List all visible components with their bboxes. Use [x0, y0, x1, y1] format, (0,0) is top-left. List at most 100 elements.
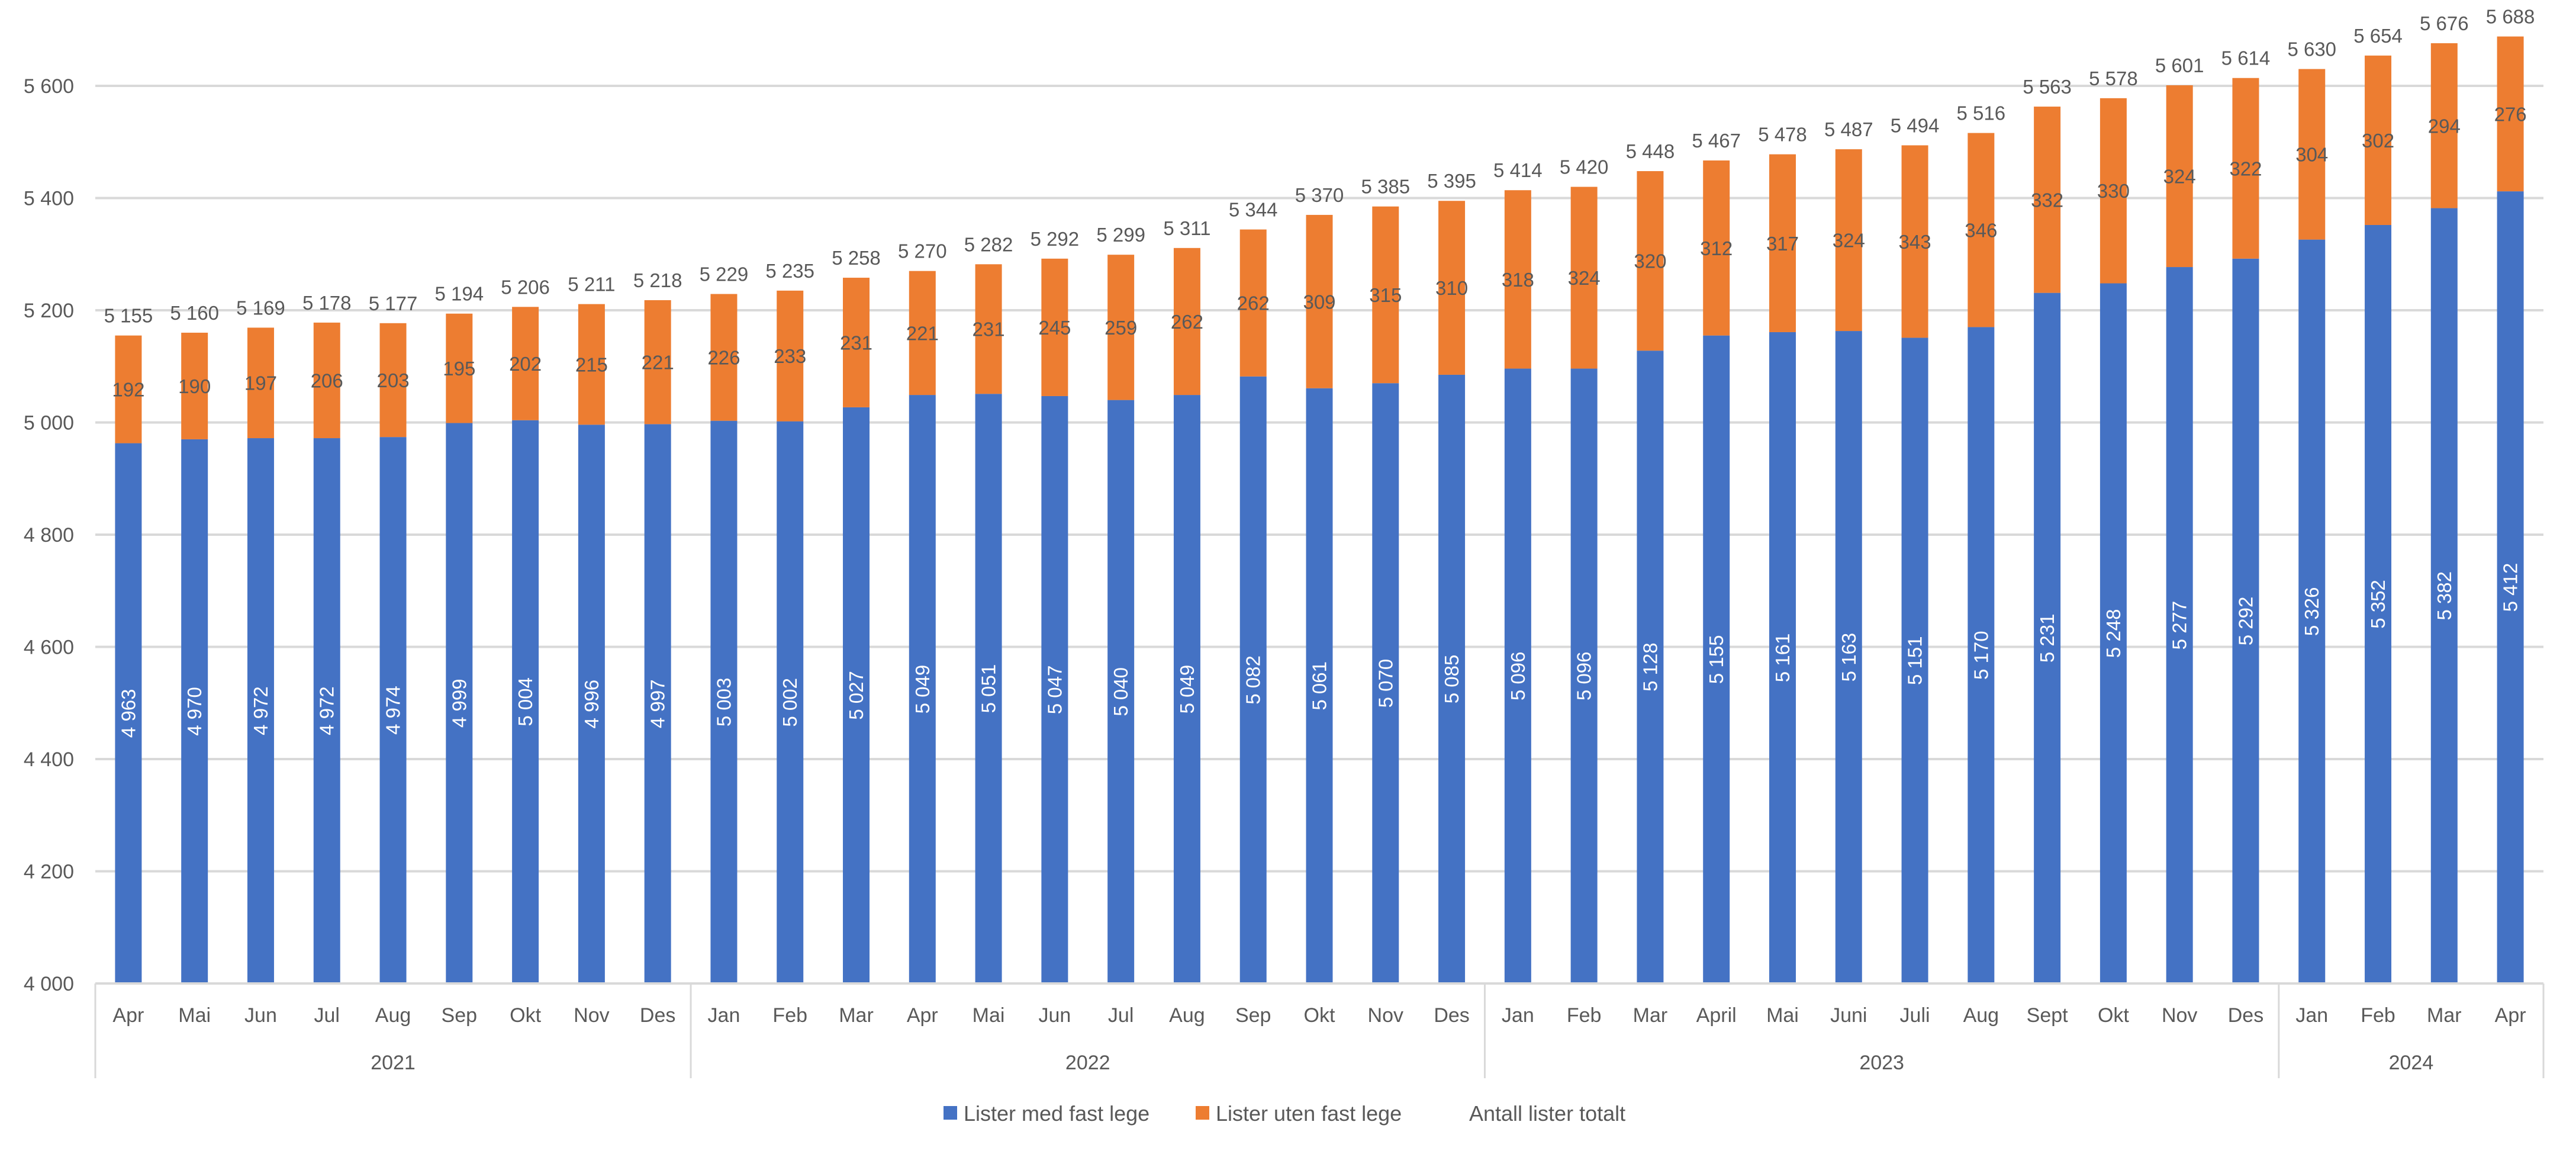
bar-lister-med-fast-lege — [2298, 239, 2326, 983]
bar-lister-med-fast-lege — [1306, 388, 1333, 983]
y-axis-ticks: 4 000 4 200 4 400 4 600 4 800 5 000 5 200 5 400… — [24, 75, 74, 995]
bar-lister-med-fast-lege — [777, 421, 804, 983]
bar-lister-uten-fast-lege — [115, 335, 142, 443]
data-label-lister-uten-fast-lege: 195 — [443, 358, 475, 380]
bar-lister-med-fast-lege — [2034, 292, 2061, 984]
bar-lister-uten-fast-lege — [446, 313, 473, 423]
data-label-lister-uten-fast-lege: 320 — [1634, 250, 1666, 272]
data-label-lister-uten-fast-lege: 262 — [1237, 292, 1270, 314]
data-label-lister-med-fast-lege: 5 231 — [2036, 614, 2058, 663]
data-label-lister-med-fast-lege: 4 974 — [382, 686, 404, 735]
x-tick-label-month: Nov — [574, 1004, 609, 1027]
legend-swatch-lister-uten-fast-lege — [1196, 1106, 1209, 1120]
data-label-lister-uten-fast-lege: 324 — [1833, 230, 1865, 252]
data-label-lister-uten-fast-lege: 226 — [707, 347, 740, 369]
data-label-lister-uten-fast-lege: 192 — [112, 379, 144, 401]
data-label-lister-med-fast-lege: 5 003 — [713, 678, 735, 727]
data-label-lister-med-fast-lege: 4 970 — [183, 687, 205, 736]
data-label-lister-med-fast-lege: 5 412 — [2500, 563, 2522, 612]
data-label-antall-lister-totalt: 5 448 — [1626, 140, 1675, 162]
data-label-lister-uten-fast-lege: 302 — [2362, 130, 2394, 152]
data-label-antall-lister-totalt: 5 395 — [1427, 170, 1476, 192]
bar-lister-med-fast-lege — [2497, 191, 2524, 983]
data-label-antall-lister-totalt: 5 630 — [2287, 38, 2336, 60]
bar-lister-med-fast-lege — [1372, 383, 1399, 983]
y-tick-label: 4 400 — [24, 748, 74, 771]
data-label-lister-med-fast-lege: 5 070 — [1374, 659, 1396, 708]
bar-lister-uten-fast-lege — [2034, 107, 2061, 293]
data-label-antall-lister-totalt: 5 218 — [633, 269, 682, 291]
data-label-lister-uten-fast-lege: 309 — [1303, 291, 1335, 313]
data-label-lister-uten-fast-lege: 346 — [1965, 220, 1997, 242]
x-tick-label-month: Mai — [1766, 1004, 1799, 1027]
data-label-antall-lister-totalt: 5 676 — [2420, 12, 2469, 34]
bar-lister-med-fast-lege — [909, 395, 936, 983]
bar-lister-med-fast-lege — [1968, 327, 1995, 983]
y-tick-label: 4 600 — [24, 637, 74, 659]
data-label-antall-lister-totalt: 5 563 — [2023, 76, 2072, 98]
bar-lister-uten-fast-lege — [313, 322, 340, 439]
x-tick-label-month: Jul — [1108, 1004, 1134, 1027]
x-tick-label-month: Mai — [178, 1004, 211, 1027]
bar-lister-med-fast-lege — [1438, 374, 1466, 983]
x-tick-label-month: Sep — [442, 1004, 478, 1027]
bar-lister-med-fast-lege — [115, 443, 142, 983]
data-label-antall-lister-totalt: 5 344 — [1229, 199, 1278, 221]
bar-lister-uten-fast-lege — [2298, 69, 2326, 240]
data-label-lister-uten-fast-lege: 310 — [1435, 277, 1468, 299]
x-tick-label-month: Sept — [2027, 1004, 2068, 1027]
bar-lister-uten-fast-lege — [1504, 190, 1531, 369]
bar-lister-uten-fast-lege — [1239, 229, 1267, 377]
x-tick-label-month: Feb — [772, 1004, 807, 1027]
bar-lister-med-fast-lege — [1835, 331, 1862, 983]
x-tick-label-month: Jul — [314, 1004, 340, 1027]
data-label-lister-uten-fast-lege: 215 — [575, 353, 608, 375]
data-label-lister-uten-fast-lege: 206 — [311, 369, 343, 391]
data-label-lister-med-fast-lege: 5 326 — [2301, 587, 2323, 637]
bar-lister-uten-fast-lege — [1703, 160, 1730, 336]
bar-lister-uten-fast-lege — [1901, 145, 1928, 338]
data-label-lister-uten-fast-lege: 317 — [1766, 233, 1799, 255]
data-label-lister-med-fast-lege: 5 002 — [779, 678, 801, 727]
bar-lister-uten-fast-lege — [1968, 133, 1995, 327]
bar-lister-uten-fast-lege — [777, 290, 804, 422]
x-tick-label-month: Nov — [2162, 1004, 2197, 1027]
y-tick-label: 4 000 — [24, 973, 74, 995]
bar-lister-uten-fast-lege — [181, 332, 208, 439]
data-label-antall-lister-totalt: 5 169 — [236, 297, 285, 319]
x-tick-label-month: Nov — [1368, 1004, 1403, 1027]
data-label-lister-uten-fast-lege: 202 — [509, 353, 542, 375]
data-label-lister-uten-fast-lege: 221 — [642, 352, 674, 374]
bar-lister-med-fast-lege — [1637, 351, 1664, 983]
x-tick-label-month: Apr — [112, 1004, 144, 1027]
data-label-lister-med-fast-lege: 5 082 — [1242, 655, 1264, 705]
bar-lister-uten-fast-lege — [1372, 206, 1399, 384]
data-label-lister-uten-fast-lege: 324 — [1568, 267, 1601, 289]
data-label-lister-uten-fast-lege: 197 — [244, 372, 277, 394]
bar-lister-uten-fast-lege — [1173, 247, 1200, 396]
data-label-lister-uten-fast-lege: 312 — [1700, 237, 1733, 259]
bar-lister-uten-fast-lege — [1637, 171, 1664, 351]
data-label-lister-uten-fast-lege: 294 — [2428, 115, 2461, 137]
bar-lister-med-fast-lege — [1769, 332, 1796, 983]
bar-lister-med-fast-lege — [1239, 376, 1267, 984]
bar-lister-med-fast-lege — [2430, 208, 2458, 984]
bar-lister-med-fast-lege — [1041, 396, 1068, 983]
bar-lister-med-fast-lege — [247, 438, 274, 983]
bar-lister-med-fast-lege — [2232, 258, 2259, 984]
bar-lister-uten-fast-lege — [512, 307, 539, 420]
data-label-lister-uten-fast-lege: 304 — [2295, 144, 2328, 166]
data-label-lister-uten-fast-lege: 332 — [2031, 189, 2063, 211]
data-label-antall-lister-totalt: 5 385 — [1361, 176, 1410, 198]
data-label-lister-med-fast-lege: 5 047 — [1044, 666, 1065, 715]
x-tick-label-month: Apr — [2495, 1004, 2526, 1027]
data-label-lister-med-fast-lege: 5 170 — [1970, 631, 1992, 680]
data-label-lister-med-fast-lege: 4 999 — [448, 679, 470, 728]
x-tick-label-year: 2024 — [2389, 1052, 2434, 1074]
data-label-antall-lister-totalt: 5 177 — [369, 292, 418, 314]
bar-lister-uten-fast-lege — [975, 264, 1002, 394]
bar-lister-uten-fast-lege — [1438, 201, 1466, 375]
x-tick-label-year: 2022 — [1065, 1052, 1110, 1074]
bar-lister-med-fast-lege — [843, 407, 870, 983]
bar-lister-uten-fast-lege — [2430, 43, 2458, 208]
